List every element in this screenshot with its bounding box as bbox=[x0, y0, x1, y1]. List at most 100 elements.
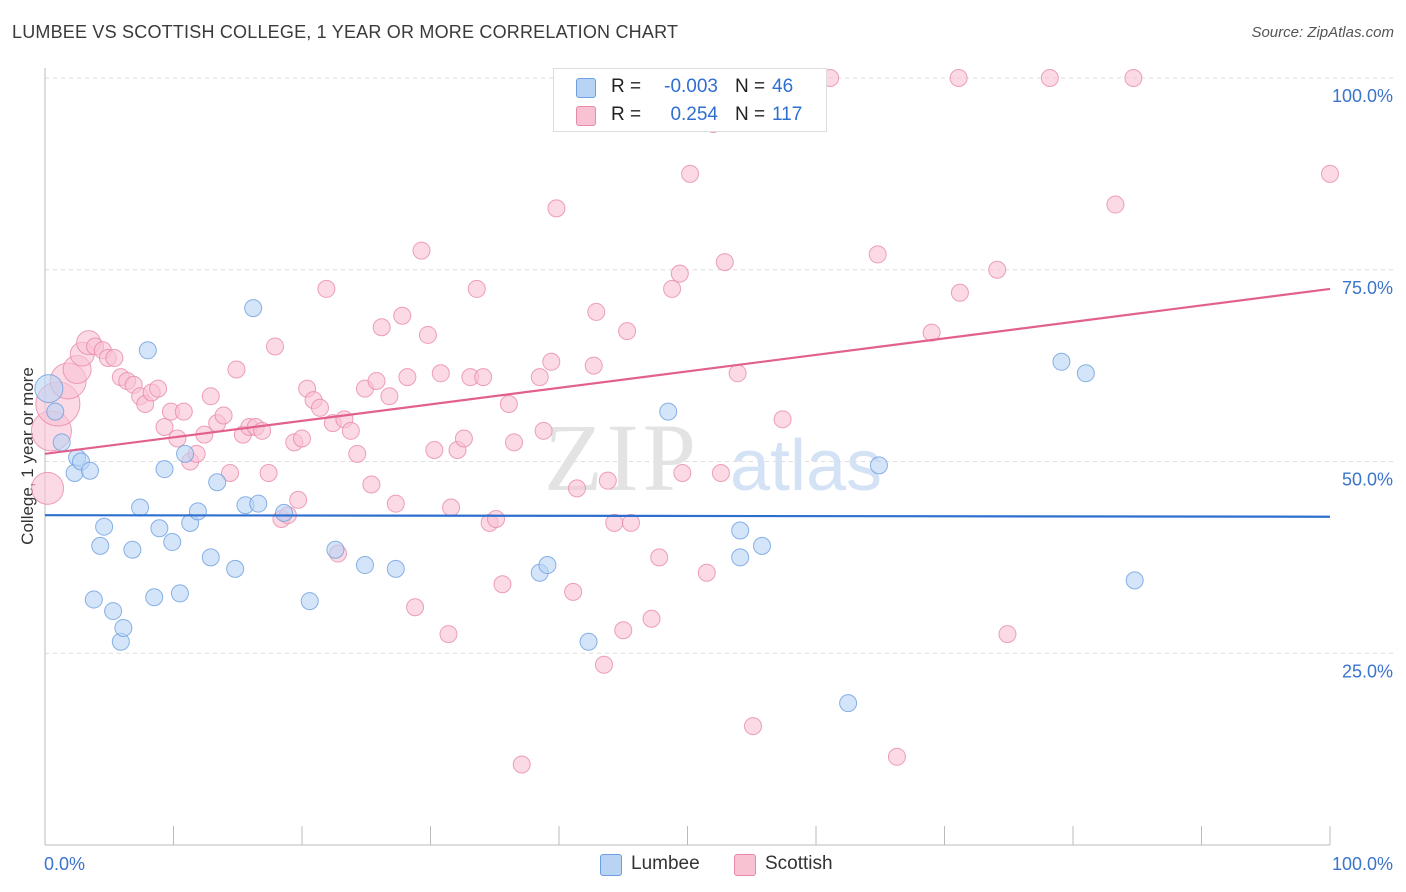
scottish-point bbox=[673, 464, 692, 483]
y-tick-label: 75.0% bbox=[1342, 278, 1393, 298]
lumbee-point bbox=[84, 590, 103, 609]
lumbee-point bbox=[731, 521, 750, 540]
scottish-point bbox=[598, 471, 617, 490]
r-label: R = bbox=[611, 76, 642, 97]
watermark: ZIP atlas bbox=[544, 404, 882, 511]
scottish-point bbox=[155, 417, 174, 436]
scottish-point bbox=[642, 609, 661, 628]
lumbee-point bbox=[731, 548, 750, 567]
n-value: 46 bbox=[772, 76, 794, 97]
scottish-point bbox=[868, 245, 887, 264]
scottish-point bbox=[499, 394, 518, 413]
legend-label-scottish: Scottish bbox=[765, 853, 833, 874]
scottish-point bbox=[293, 429, 311, 448]
scottish-point bbox=[487, 510, 506, 529]
scottish-point bbox=[587, 302, 606, 321]
scottish-point bbox=[988, 260, 1007, 279]
scottish-point bbox=[998, 625, 1017, 644]
scottish-point bbox=[949, 69, 968, 87]
scottish-point bbox=[567, 479, 586, 498]
scottish-point bbox=[214, 406, 233, 425]
scottish-point bbox=[467, 279, 486, 298]
scottish-point bbox=[418, 325, 437, 344]
scottish-point bbox=[348, 444, 367, 463]
scottish-point bbox=[317, 279, 336, 298]
lumbee-point bbox=[91, 536, 110, 555]
gridlines bbox=[45, 77, 1395, 654]
lumbee-point bbox=[244, 299, 263, 318]
scottish-point bbox=[534, 421, 553, 440]
lumbee-point bbox=[104, 602, 123, 621]
watermark-zip: ZIP bbox=[544, 404, 700, 511]
stats-legend: R = -0.003 N = 46 R = 0.254 N = 117 bbox=[553, 68, 827, 132]
scottish-point bbox=[393, 306, 412, 325]
lumbee-point bbox=[659, 402, 678, 421]
scottish-point bbox=[474, 368, 493, 387]
scottish-point bbox=[174, 402, 193, 421]
scottish-point bbox=[670, 264, 689, 283]
lumbee-point bbox=[80, 461, 99, 480]
scottish-point bbox=[715, 253, 734, 272]
scottish-point bbox=[341, 421, 360, 440]
scottish-point bbox=[697, 563, 716, 582]
lumbee-point bbox=[1076, 364, 1095, 383]
lumbee-point bbox=[138, 341, 157, 360]
scottish-point bbox=[542, 352, 561, 371]
scottish-point bbox=[505, 433, 524, 452]
lumbee-point bbox=[275, 503, 294, 522]
lumbee-point bbox=[145, 588, 164, 607]
lumbee-point bbox=[123, 540, 142, 559]
scottish-swatch bbox=[576, 106, 596, 126]
scottish-point bbox=[266, 337, 285, 356]
scottish-point bbox=[439, 625, 458, 644]
scottish-legend-swatch bbox=[734, 854, 756, 876]
scottish-point bbox=[310, 398, 329, 417]
n-label: N = bbox=[735, 104, 766, 125]
scottish-point bbox=[1321, 164, 1339, 183]
axes bbox=[44, 68, 1331, 846]
lumbee-point bbox=[170, 584, 189, 603]
lumbee-point bbox=[150, 519, 169, 538]
scottish-point bbox=[594, 655, 613, 674]
scottish-point bbox=[362, 475, 381, 494]
source-credit: Source: ZipAtlas.com bbox=[1251, 24, 1394, 41]
lumbee-point bbox=[326, 540, 345, 559]
scottish-point bbox=[493, 575, 512, 594]
scottish-point bbox=[442, 498, 461, 517]
scottish-point bbox=[425, 440, 444, 459]
scottish-point bbox=[380, 387, 399, 406]
y-tick-label: 100.0% bbox=[1332, 86, 1393, 106]
scottish-point bbox=[259, 464, 278, 483]
scottish-point bbox=[614, 621, 633, 640]
lumbee-point bbox=[869, 456, 888, 475]
chart-title: LUMBEE VS SCOTTISH COLLEGE, 1 YEAR OR MO… bbox=[12, 22, 679, 42]
scottish-point bbox=[201, 387, 220, 406]
lumbee-point bbox=[753, 536, 772, 555]
scottish-point bbox=[367, 371, 386, 390]
r-value: 0.254 bbox=[670, 104, 718, 125]
y-tick-label: 50.0% bbox=[1342, 470, 1393, 490]
n-label: N = bbox=[735, 76, 766, 97]
lumbee-point bbox=[208, 473, 227, 492]
lumbee-trend-line bbox=[44, 514, 1331, 518]
lumbee-point bbox=[226, 559, 245, 578]
scottish-point bbox=[386, 494, 405, 513]
scottish-point bbox=[221, 464, 240, 483]
tick-labels: 25.0% 50.0% 75.0% 100.0% 0.0% 100.0% bbox=[44, 86, 1393, 874]
scottish-point bbox=[105, 348, 124, 367]
scottish-point bbox=[618, 322, 637, 341]
scottish-point bbox=[728, 364, 747, 383]
scottish-point bbox=[512, 755, 531, 774]
r-value: -0.003 bbox=[664, 76, 718, 97]
scottish-point bbox=[289, 490, 308, 509]
scottish-point bbox=[398, 368, 417, 387]
r-label: R = bbox=[611, 104, 642, 125]
lumbee-point bbox=[176, 444, 195, 463]
lumbee-point bbox=[579, 632, 598, 651]
lumbee-swatch bbox=[576, 78, 596, 98]
lumbee-point bbox=[839, 694, 858, 713]
scottish-point bbox=[412, 241, 431, 260]
scottish-point bbox=[950, 283, 969, 302]
lumbee-point bbox=[131, 498, 150, 517]
scottish-point bbox=[227, 360, 246, 379]
